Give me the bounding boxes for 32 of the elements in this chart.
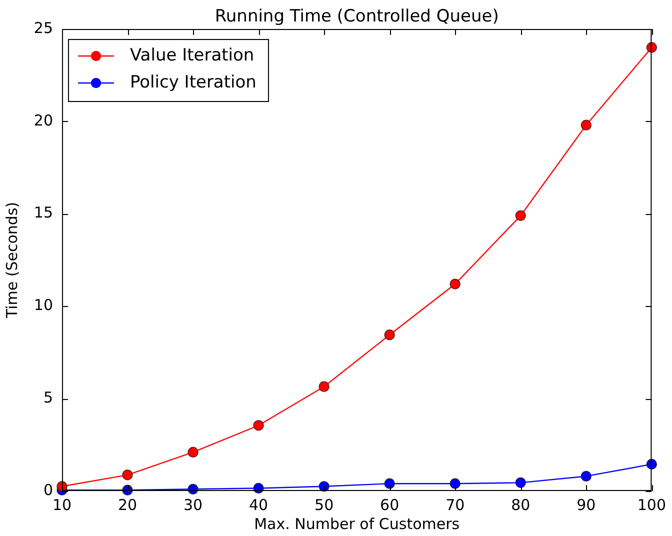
x-tick-label: 90 [576, 496, 596, 514]
x-tick-label: 40 [249, 496, 268, 514]
point [580, 470, 592, 482]
legend-label: Policy Iteration [130, 72, 256, 92]
y-tick-label: 20 [34, 111, 53, 130]
y-tick-label: 15 [34, 204, 53, 222]
y-tick-label: 10 [34, 296, 53, 314]
point [384, 478, 395, 489]
x-tick-label: 20 [118, 496, 138, 514]
point [450, 478, 460, 489]
x-tick-label: 30 [183, 496, 203, 514]
point [580, 120, 592, 130]
point [122, 470, 133, 480]
point [515, 210, 526, 221]
y-tick-label: 0 [43, 480, 53, 499]
y-axis-title: Time (Seconds) [2, 202, 21, 320]
x-tick-label: 70 [446, 496, 465, 514]
x-tick-label: 100 [637, 496, 666, 514]
x-tick-label: 60 [380, 496, 400, 514]
point [384, 330, 395, 340]
point [450, 278, 460, 290]
y-tick-label: 25 [34, 18, 53, 37]
legend-label: Value Iteration [130, 45, 254, 66]
point [253, 420, 264, 431]
x-tick-label: 50 [314, 496, 334, 514]
chart-title: Running Time (Controlled Queue) [214, 6, 499, 26]
point [318, 381, 330, 392]
point [515, 477, 526, 488]
point [188, 446, 198, 458]
x-tick-label: 80 [511, 496, 530, 514]
y-tick-label: 5 [43, 388, 53, 406]
x-axis-title: Max. Number of Customers [254, 514, 460, 533]
